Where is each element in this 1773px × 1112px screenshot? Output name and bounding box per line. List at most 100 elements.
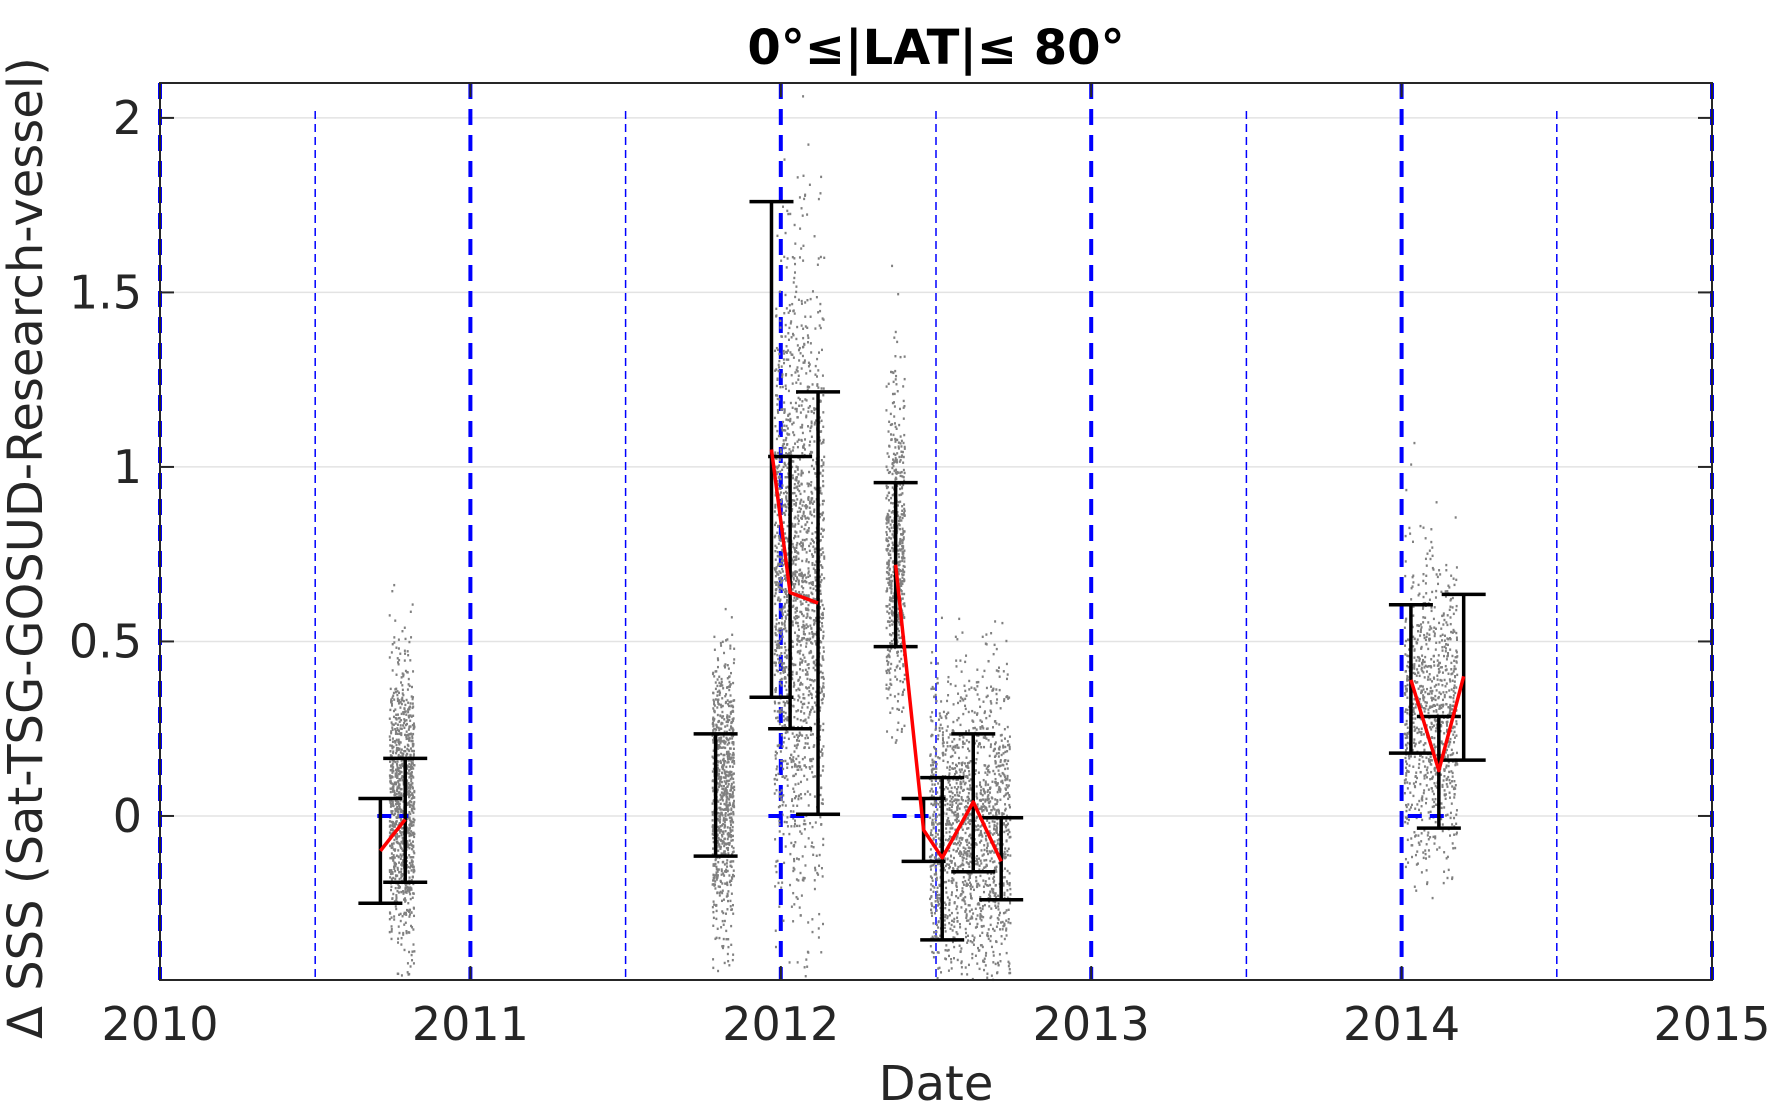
scatter-point [964,660,967,664]
scatter-point [822,469,825,472]
scatter-point [962,712,965,716]
scatter-point [812,597,815,600]
scatter-point [997,902,1000,905]
scatter-point [1007,921,1010,924]
scatter-point [718,819,721,823]
scatter-point [406,908,409,912]
scatter-point [399,732,402,735]
scatter-point [934,725,937,728]
scatter-point [718,775,721,779]
scatter-point [983,805,986,808]
scatter-point [412,865,415,869]
scatter-point [800,593,803,596]
scatter-point [721,764,724,767]
scatter-point [944,914,947,917]
scatter-point [723,780,726,783]
scatter-point [982,915,985,919]
scatter-point [779,598,782,601]
scatter-point [726,892,729,896]
scatter-point [791,588,794,591]
scatter-point [810,678,813,682]
scatter-point [892,493,895,496]
scatter-point [946,760,949,764]
scatter-point [985,633,988,636]
scatter-point [732,850,735,853]
scatter-point [406,734,409,737]
scatter-point [947,948,950,952]
scatter-point [900,590,903,593]
scatter-point [392,803,395,806]
scatter-point [818,416,821,419]
scatter-point [888,527,891,531]
scatter-point [392,751,395,755]
scatter-point [396,786,399,789]
scatter-point [785,629,788,633]
scatter-point [797,298,800,301]
scatter-point [900,548,903,551]
scatter-point [807,572,810,575]
scatter-point [405,754,408,757]
scatter-point [774,592,777,595]
scatter-point [952,703,955,706]
scatter-point [1008,735,1011,738]
scatter-point [797,473,800,476]
scatter-point [714,858,717,862]
scatter-point [397,811,400,814]
scatter-point [820,622,823,625]
scatter-point [396,802,399,805]
scatter-point [796,445,799,449]
scatter-point [780,795,783,798]
scatter-point [732,753,735,756]
scatter-point [784,587,787,591]
scatter-point [719,802,722,806]
scatter-point [393,863,396,866]
scatter-point [802,632,805,636]
scatter-point [899,542,902,545]
scatter-point [395,820,398,824]
scatter-point [722,735,725,738]
scatter-point [721,704,724,708]
scatter-point [716,764,719,767]
scatter-point [782,800,785,804]
scatter-point [407,701,410,704]
scatter-point [892,464,895,468]
scatter-point [938,862,941,865]
scatter-point [982,798,985,801]
scatter-point [410,823,413,826]
scatter-point [402,693,405,697]
scatter-point [810,591,813,594]
scatter-point [985,695,988,699]
scatter-point [994,742,997,746]
scatter-point [993,824,996,828]
scatter-point [938,857,941,861]
scatter-point [413,868,416,872]
scatter-point [997,769,1000,772]
scatter-point [407,710,410,714]
scatter-point [403,749,406,753]
scatter-point [402,724,405,727]
scatter-point [887,471,890,475]
scatter-point [720,780,723,784]
scatter-point [899,442,902,445]
scatter-point [717,777,720,780]
scatter-point [402,853,405,856]
scatter-point [391,800,394,803]
scatter-point [410,879,413,882]
scatter-point [814,327,817,330]
scatter-point [791,465,794,469]
scatter-point [724,701,727,705]
scatter-point [780,734,783,737]
scatter-point [790,760,793,764]
scatter-point [822,682,825,685]
scatter-point [410,797,413,800]
scatter-point [989,745,992,749]
scatter-point [989,923,992,927]
scatter-point [900,533,903,536]
scatter-point [783,642,786,645]
scatter-point [799,382,802,385]
scatter-point [393,823,396,826]
scatter-point [781,385,784,389]
scatter-point [966,801,969,805]
scatter-point [774,757,777,760]
scatter-point [982,809,985,812]
